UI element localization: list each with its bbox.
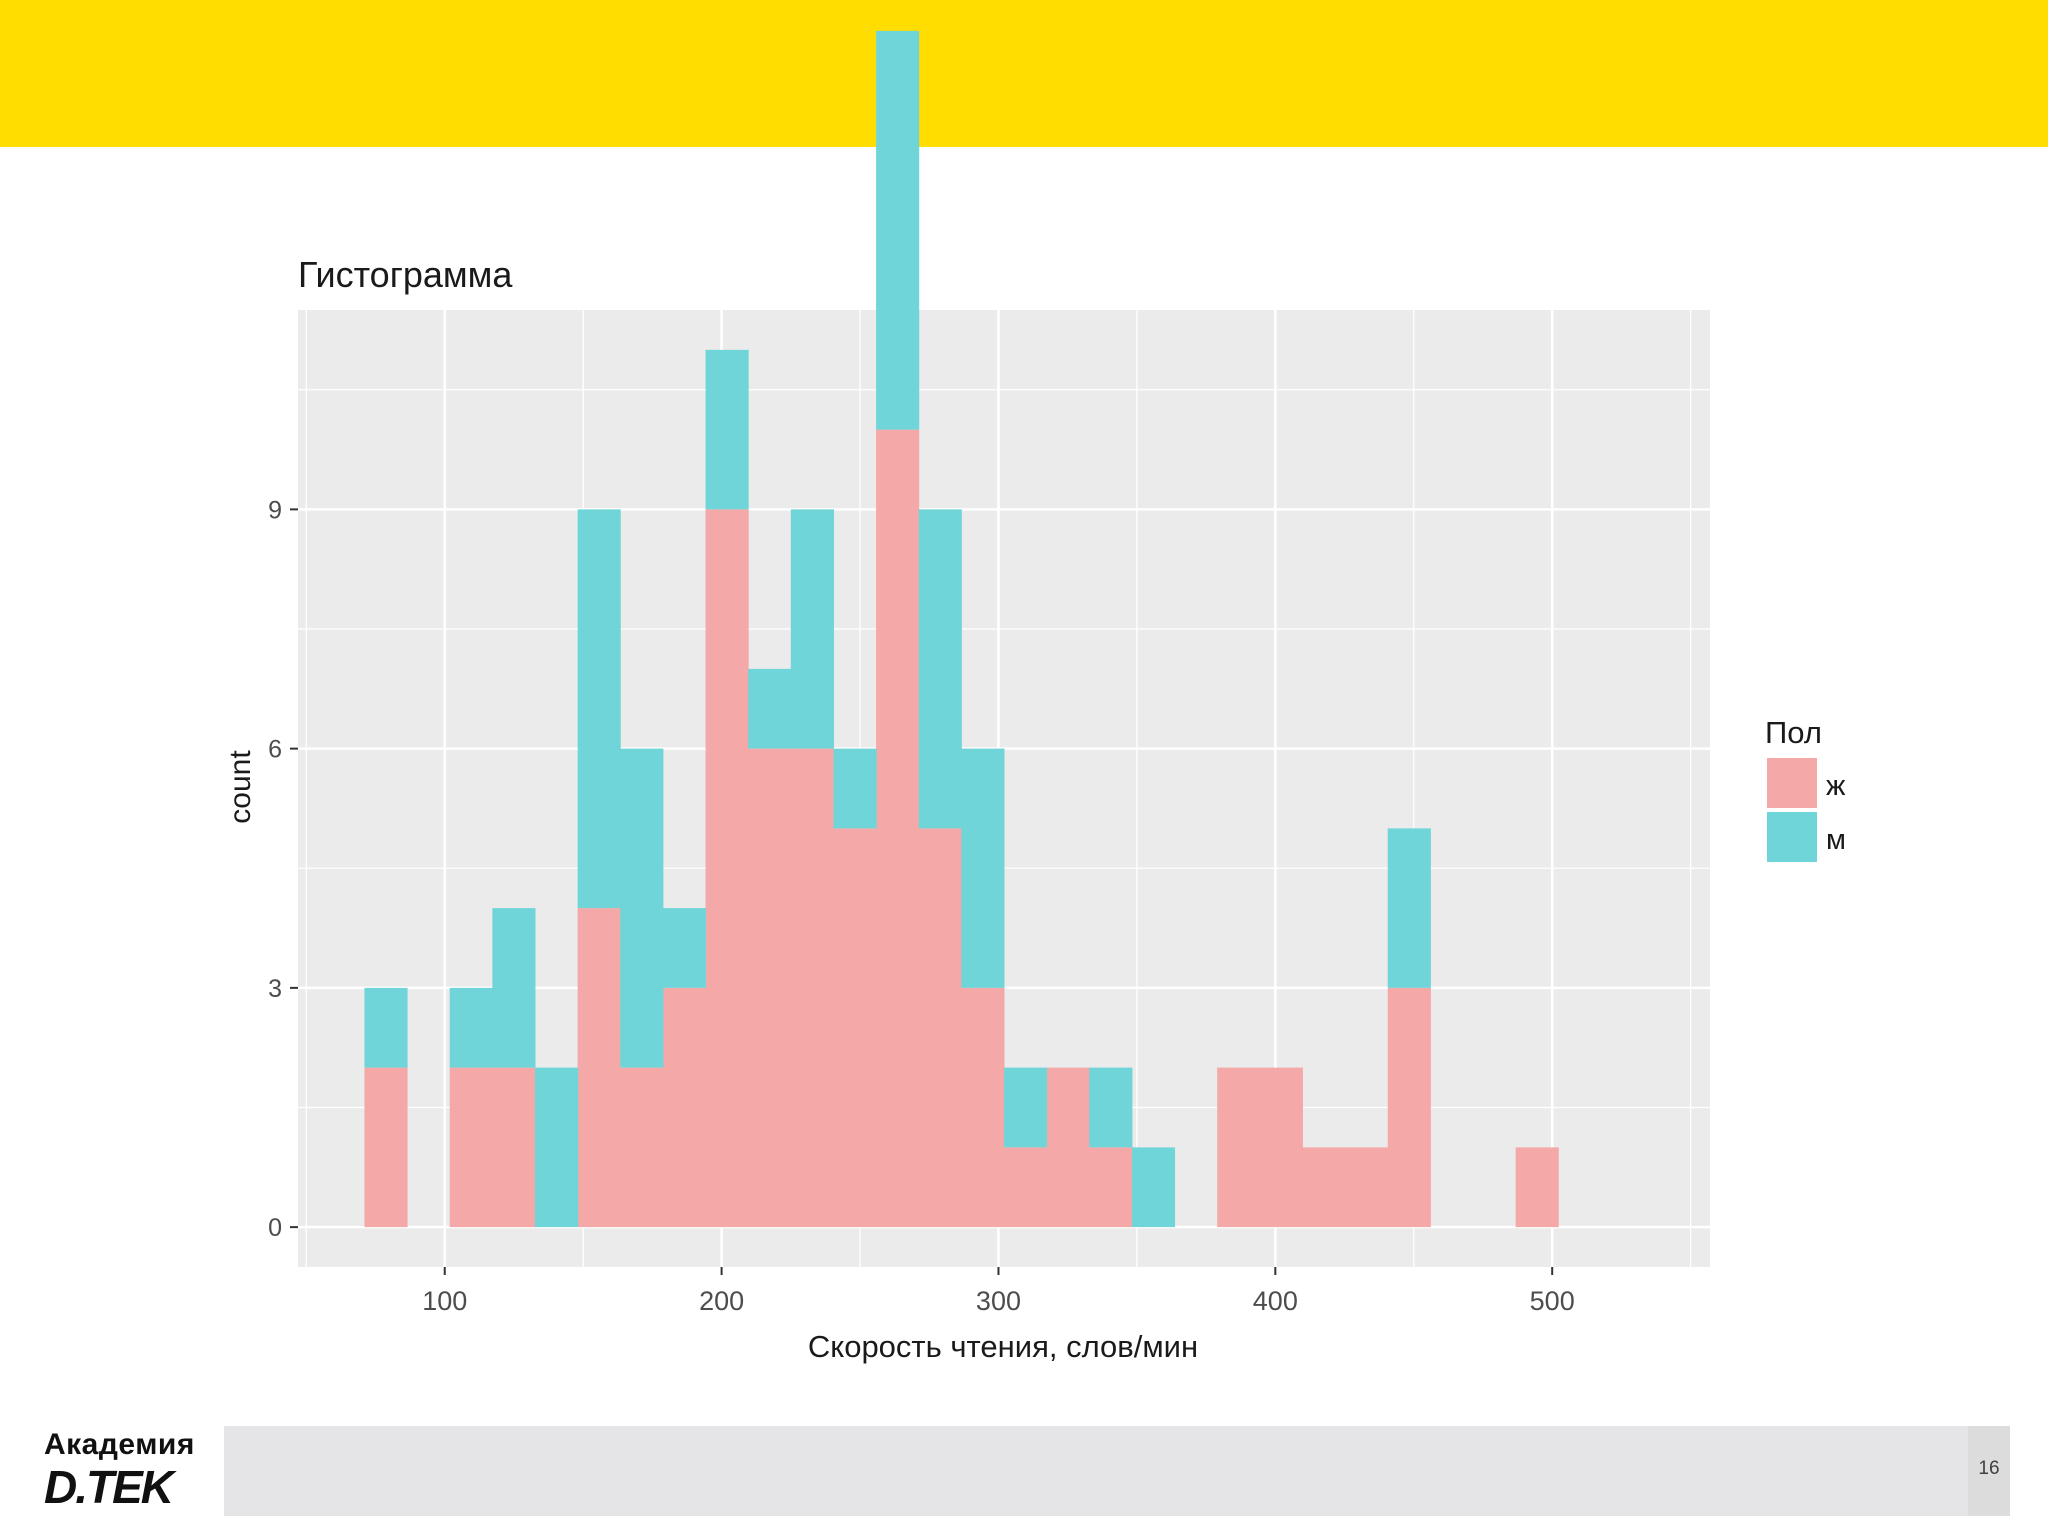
logo-text-line2: D.TEK xyxy=(44,1461,174,1513)
bar-ж xyxy=(748,748,792,1228)
bar-м xyxy=(364,987,408,1068)
bar-ж xyxy=(1302,1147,1346,1228)
bar-ж xyxy=(833,828,877,1228)
bar-ж xyxy=(1345,1147,1389,1228)
x-tick-label: 500 xyxy=(1530,1286,1575,1316)
bar-ж xyxy=(662,987,707,1228)
bar-м xyxy=(1089,1067,1133,1148)
bar-м xyxy=(833,748,877,829)
header-band xyxy=(0,0,2048,147)
bar-ж xyxy=(876,429,920,1228)
bar-м xyxy=(492,908,536,1068)
chart-title: Гистограмма xyxy=(298,254,513,295)
y-tick-label: 3 xyxy=(268,975,282,1003)
bar-ж xyxy=(961,987,1005,1228)
bar-ж xyxy=(790,748,834,1228)
bar-м xyxy=(748,668,792,749)
y-tick-label: 0 xyxy=(268,1214,282,1242)
bar-ж xyxy=(620,1067,664,1228)
bar-м xyxy=(1004,1067,1048,1148)
bar-м xyxy=(918,509,962,829)
logo-text-line1: Академия xyxy=(44,1428,195,1461)
bars xyxy=(364,30,1559,1228)
header-band-fill xyxy=(0,0,2048,147)
bar-ж xyxy=(1217,1067,1261,1228)
legend-title: Пол xyxy=(1765,715,1822,750)
legend-swatch-ж xyxy=(1767,758,1817,808)
x-axis: 100 200 300 400 500 xyxy=(422,1267,1575,1316)
bar-м xyxy=(961,748,1005,988)
bar-м xyxy=(449,987,493,1068)
bar-ж xyxy=(705,509,749,1228)
bar-ж xyxy=(1259,1067,1303,1228)
y-axis-label: count xyxy=(224,750,257,824)
bar-ж xyxy=(1046,1067,1090,1228)
y-axis: 0 3 6 9 xyxy=(268,496,298,1242)
bar-м xyxy=(577,509,621,909)
y-tick-label: 9 xyxy=(268,496,282,524)
bar-ж xyxy=(492,1067,536,1228)
legend-swatch-м xyxy=(1767,812,1817,862)
bar-м xyxy=(662,908,707,988)
bar-ж xyxy=(364,1067,408,1228)
bar-ж xyxy=(918,828,962,1228)
x-tick-label: 200 xyxy=(699,1286,744,1316)
bar-м xyxy=(790,509,834,749)
bar-м xyxy=(534,1067,579,1228)
x-tick-label: 300 xyxy=(976,1286,1021,1316)
bar-м xyxy=(705,349,749,510)
bar-ж xyxy=(577,908,621,1228)
bar-ж xyxy=(1089,1147,1133,1228)
y-tick-label: 6 xyxy=(268,736,282,764)
page-number-box xyxy=(1968,1426,2010,1516)
page-number: 16 xyxy=(1978,1458,2000,1479)
bar-м xyxy=(1131,1147,1176,1228)
academy-dtek-logo: Академия D.TEK xyxy=(44,1428,214,1513)
bar-ж xyxy=(1004,1147,1048,1228)
bar-м xyxy=(1387,828,1431,988)
legend-label-м: м xyxy=(1826,824,1846,856)
footer-bar xyxy=(224,1426,1968,1516)
x-tick-label: 100 xyxy=(422,1286,467,1316)
x-tick-label: 400 xyxy=(1253,1286,1298,1316)
x-axis-label: Скорость чтения, слов/мин xyxy=(808,1329,1198,1364)
legend: Пол жм xyxy=(1765,715,1846,862)
bar-м xyxy=(620,748,664,1068)
legend-label-ж: ж xyxy=(1826,770,1846,802)
bar-ж xyxy=(449,1067,493,1228)
bar-м xyxy=(876,30,920,430)
bar-ж xyxy=(1387,987,1431,1228)
bar-ж xyxy=(1515,1147,1559,1228)
